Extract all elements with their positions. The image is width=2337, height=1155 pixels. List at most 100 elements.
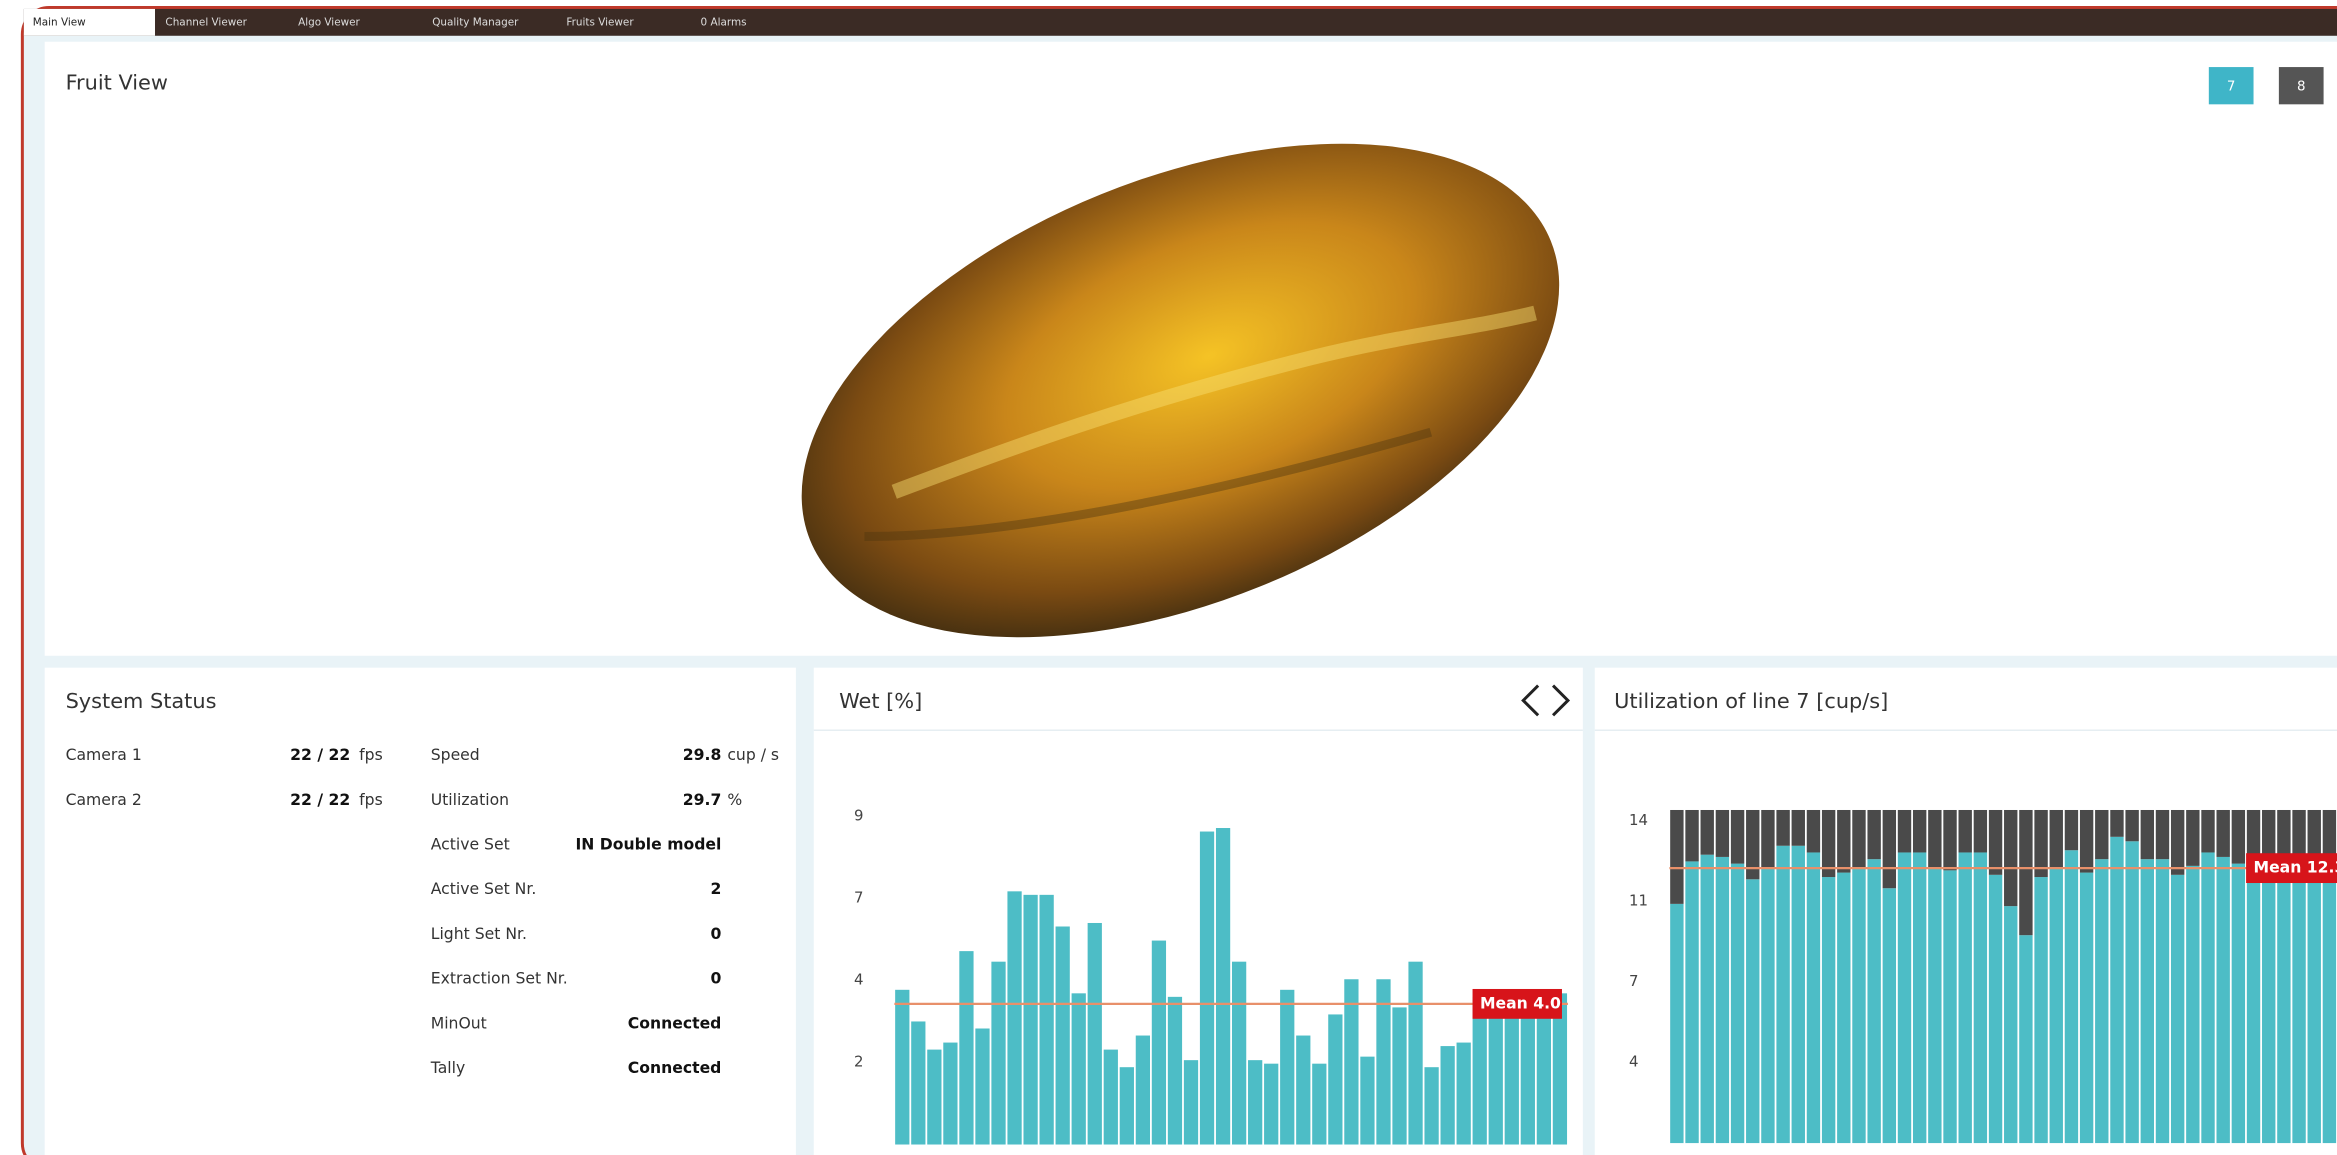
system-status-title: System Status [66,689,217,713]
status-label: Extraction Set Nr. [431,969,568,988]
bar [1716,810,1729,857]
bar [1716,857,1729,1143]
bar [1473,997,1487,1145]
button-label[interactable]: 8 [2297,79,2306,94]
status-label: Camera 2 [66,790,142,809]
bar [1943,870,1956,1143]
bar [1852,810,1865,868]
bar [2110,810,2123,837]
bar [2232,810,2245,864]
tab[interactable]: Algo Viewer [298,16,360,28]
bar [2171,875,2184,1143]
y-tick-label: 7 [854,888,863,906]
bar [1928,810,1941,868]
status-value: 22 / 22 [290,745,350,764]
bar [1822,877,1835,1143]
y-tick-label: 11 [1629,892,1648,910]
bar [2247,861,2260,1143]
bar [1280,990,1294,1145]
bar [2141,810,2154,859]
bar [1898,810,1911,852]
bar [1701,810,1714,855]
bar [1424,1067,1438,1144]
tab[interactable]: Main View [33,16,86,28]
bar [1883,810,1896,888]
status-value: 22 / 22 [290,790,350,809]
status-label: Tally [430,1058,465,1077]
bar [2095,859,2108,1143]
tab[interactable]: Quality Manager [432,16,519,28]
status-value: 29.7 [683,790,722,809]
y-tick-label: 2 [854,1053,863,1071]
bar [1056,927,1070,1145]
bar [1776,810,1789,846]
bar [1312,1064,1326,1145]
bar [1408,962,1422,1145]
bar [1248,1060,1262,1144]
bar [1685,861,1698,1143]
status-value: 2 [710,879,721,898]
bar [2019,935,2032,1143]
status-label: Active Set Nr. [431,879,537,898]
bar [2323,868,2336,1143]
bar [2080,810,2093,873]
bar [2292,866,2305,1143]
tab[interactable]: 0 Alarms [701,16,747,28]
bar [1913,810,1926,852]
bar [1989,875,2002,1143]
tab[interactable]: Fruits Viewer [566,16,634,28]
status-unit: cup / s [727,745,779,764]
bar [1088,923,1102,1145]
bar [2080,873,2093,1143]
bar [1883,888,1896,1143]
y-tick-label: 7 [1629,972,1638,990]
tab[interactable]: Channel Viewer [165,16,247,28]
bar [2065,850,2078,1143]
bar [1913,852,1926,1143]
screen: Fruit View 7 8 System Status Wet [%] Uti… [0,0,2337,1155]
bar [1867,810,1880,859]
bar [2277,810,2290,855]
bar [1232,962,1246,1145]
bar [2186,810,2199,866]
bar [1928,868,1941,1143]
status-label: Light Set Nr. [431,924,527,943]
bar [1776,846,1789,1143]
bar [927,1050,941,1145]
bar [1746,879,1759,1143]
bar [2232,864,2245,1143]
bar [1007,891,1021,1144]
bar [1152,941,1166,1145]
bar [2019,810,2032,935]
bar [2216,810,2229,857]
bar [1200,832,1214,1145]
status-value: IN Double model [575,835,721,854]
bar [1989,810,2002,875]
bar [1867,859,1880,1143]
bar [1360,1057,1374,1145]
bar [1670,810,1683,904]
bar [1072,993,1086,1144]
bar [2308,859,2321,1143]
bar [1731,864,1744,1143]
bar [2125,810,2138,841]
status-value: 0 [710,924,721,943]
bar [2141,859,2154,1143]
button-label[interactable]: 7 [2227,79,2236,94]
bar [2110,837,2123,1143]
bar [1792,846,1805,1143]
bar [1120,1067,1134,1144]
bar [959,951,973,1144]
mean-label: Mean 12.3 [2254,858,2337,877]
bar [1136,1036,1150,1145]
bar [2186,866,2199,1143]
bar [1296,1036,1310,1145]
bar [1392,1007,1406,1144]
bar [1168,997,1182,1145]
bar [1441,1046,1455,1144]
bar [1104,1050,1118,1145]
bar [2171,810,2184,875]
bar [1807,810,1820,852]
bar [1761,810,1774,868]
bar [1761,868,1774,1143]
